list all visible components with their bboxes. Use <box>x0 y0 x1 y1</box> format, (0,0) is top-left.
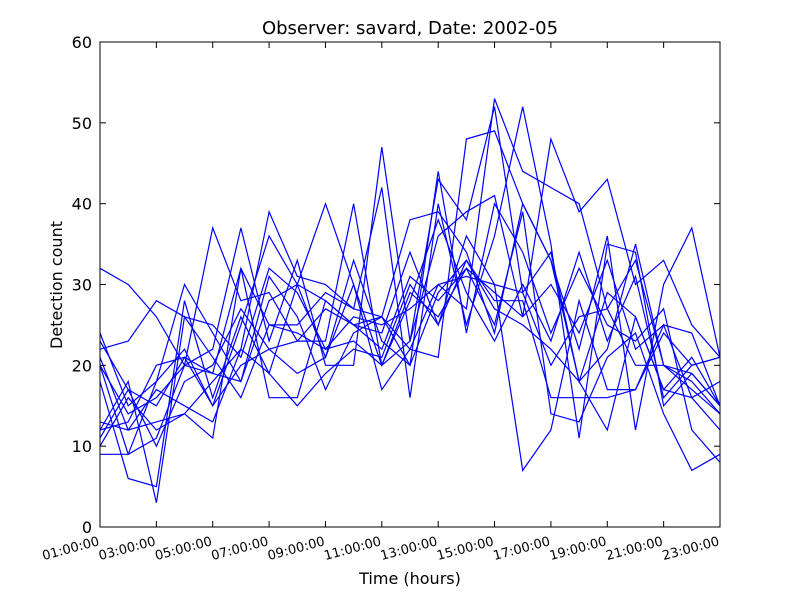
series-line-6 <box>99 106 721 503</box>
y-axis-label: Detection count <box>47 221 66 349</box>
series-line-2 <box>99 98 721 415</box>
series-layer <box>99 98 721 503</box>
y-tick-label: 0 <box>82 518 92 537</box>
y-tick-label: 30 <box>72 276 92 295</box>
series-line-12 <box>99 211 721 472</box>
series-line-13 <box>99 258 721 431</box>
y-tick-label: 40 <box>72 195 92 214</box>
series-line-11 <box>99 258 721 432</box>
chart-title: Observer: savard, Date: 2002-05 <box>262 18 558 39</box>
series-line-9 <box>99 234 721 472</box>
y-tick-label: 10 <box>72 437 92 456</box>
y-tick-label: 20 <box>72 356 92 375</box>
series-line-14 <box>99 250 721 415</box>
series-line-8 <box>99 209 721 447</box>
series-line-3 <box>99 136 721 456</box>
y-tick-label: 50 <box>72 114 92 133</box>
y-tick-label: 60 <box>72 33 92 52</box>
x-axis-label: Time (hours) <box>358 569 461 588</box>
